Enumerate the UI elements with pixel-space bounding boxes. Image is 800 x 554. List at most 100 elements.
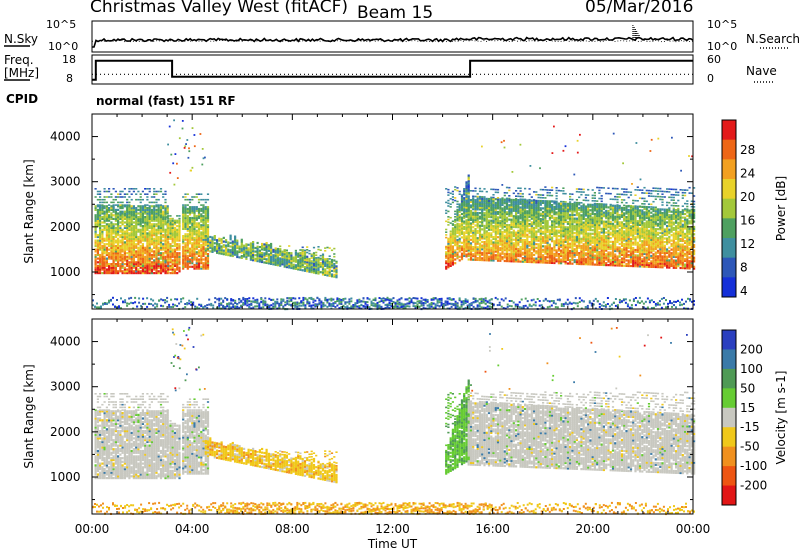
heatmap-cell (195, 258, 198, 261)
heatmap-cell (503, 240, 506, 243)
heatmap-cell (236, 243, 239, 246)
heatmap-cell (533, 248, 536, 251)
heatmap-cell (492, 230, 495, 233)
heatmap-cell (602, 220, 605, 223)
heatmap-cell (254, 246, 257, 250)
heatmap-cell (283, 256, 286, 259)
heatmap-cell (333, 273, 336, 276)
heatmap-cell (551, 231, 554, 234)
heatmap-cell (112, 217, 115, 220)
heatmap-cell (173, 243, 177, 246)
heatmap-cell (485, 250, 488, 253)
heatmap-cell (510, 218, 513, 221)
heatmap-cell (535, 223, 538, 226)
heatmap-cell (472, 240, 475, 243)
heatmap-cell (216, 248, 219, 251)
heatmap-cell (478, 226, 482, 229)
heatmap-cell (474, 213, 477, 216)
heatmap-cell (467, 187, 470, 190)
heatmap-cell (503, 247, 506, 250)
heatmap-cell (191, 258, 194, 261)
heatmap-cell (96, 235, 99, 239)
heatmap-cell (616, 215, 619, 218)
heatmap-cell (135, 239, 138, 242)
heatmap-cell (171, 230, 174, 233)
heatmap-cell (494, 209, 497, 212)
heatmap-cell (150, 257, 153, 260)
heatmap-cell (508, 249, 511, 252)
heatmap-cell (548, 211, 551, 214)
heatmap-cell (524, 258, 527, 262)
heatmap-cell (301, 252, 304, 256)
heatmap-cell (492, 254, 495, 257)
heatmap-cell (294, 253, 297, 256)
heatmap-cell (478, 215, 482, 218)
heatmap-cell (469, 199, 473, 202)
heatmap-cell (564, 258, 567, 261)
heatmap-cell (119, 196, 122, 198)
heatmap-cell (130, 250, 133, 253)
heatmap-cell (303, 269, 307, 272)
heatmap-cell (515, 220, 518, 223)
heatmap-cell (206, 231, 210, 234)
heatmap-cell (117, 201, 120, 204)
heatmap-cell (510, 256, 513, 259)
heatmap-cell (517, 224, 520, 227)
heatmap-cell (458, 219, 461, 222)
freq-series (92, 59, 693, 81)
heatmap-cell (474, 238, 477, 242)
heatmap-cell (132, 205, 135, 208)
heatmap-cell (121, 207, 124, 210)
heatmap-cell (188, 216, 192, 220)
heatmap-cell (108, 248, 111, 251)
heatmap-cell (101, 216, 104, 219)
heatmap-cell (159, 216, 163, 219)
heatmap-cell (566, 242, 569, 245)
heatmap-cell (505, 204, 509, 207)
heatmap-cell (544, 248, 547, 252)
heatmap-cell (512, 256, 515, 259)
heatmap-cell (578, 191, 581, 193)
heatmap-cell (137, 248, 140, 251)
heatmap-cell (519, 222, 522, 225)
heatmap-cell (105, 259, 108, 262)
heatmap-cell (150, 261, 153, 264)
heatmap-cell (560, 217, 563, 220)
heatmap-cell (153, 190, 156, 193)
heatmap-cell (483, 199, 486, 202)
heatmap-cell (505, 202, 509, 205)
heatmap-cell (164, 214, 167, 217)
heatmap-cell (285, 264, 288, 267)
heatmap-cell (258, 246, 261, 249)
heatmap-cell (301, 262, 304, 265)
heatmap-cell (467, 258, 470, 261)
heatmap-cell (148, 212, 151, 215)
heatmap-cell (101, 272, 104, 275)
heatmap-cell (261, 259, 264, 262)
heatmap-cell (285, 249, 288, 252)
heatmap-cell (126, 204, 129, 206)
heatmap-cell (132, 243, 135, 246)
heatmap-cell (258, 258, 261, 261)
heatmap-cell (146, 261, 149, 264)
heatmap-cell (321, 253, 325, 256)
heatmap-cell (456, 203, 459, 205)
heatmap-cell (456, 228, 459, 231)
heatmap-cell (227, 245, 230, 248)
heatmap-cell (324, 270, 327, 273)
heatmap-cell (321, 260, 325, 263)
heatmap-cell (530, 217, 533, 220)
heatmap-cell (164, 207, 167, 210)
heatmap-cell (166, 210, 169, 213)
heatmap-cell (512, 253, 515, 256)
heatmap-cell (146, 208, 149, 211)
heatmap-cell (121, 257, 124, 260)
heatmap-cell (141, 259, 144, 262)
heatmap-cell (490, 239, 493, 242)
heatmap-cell (580, 261, 583, 264)
heatmap-cell (494, 203, 497, 206)
heatmap-cell (469, 227, 473, 230)
heatmap-cell (204, 253, 207, 256)
freq-right-label: Nave (746, 64, 777, 78)
heatmap-cell (153, 217, 156, 220)
